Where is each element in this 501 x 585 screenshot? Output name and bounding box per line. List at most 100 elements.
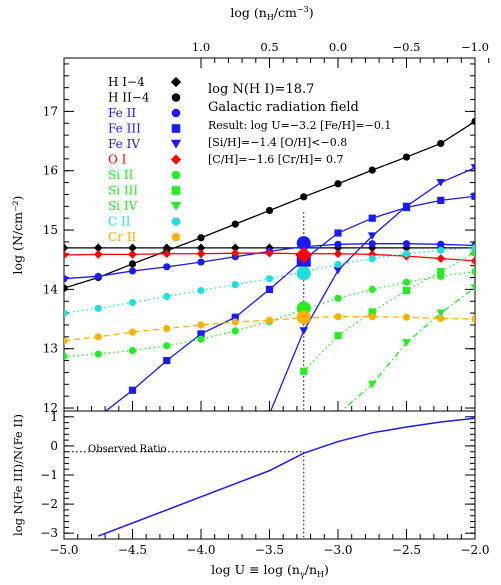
legend-marker-fe-iii <box>171 124 181 133</box>
x-tick-label: −4.0 <box>186 543 215 557</box>
legend-label-h-i-4: H I−4 <box>108 75 145 89</box>
point-fe-ii <box>94 272 102 280</box>
x-tick-label: −5.0 <box>49 543 78 557</box>
point-o-i <box>265 248 274 258</box>
point-cr-ii <box>334 313 342 321</box>
point-o-i <box>333 249 343 259</box>
bottom-panel-x-ticks: −5.0 −4.5 −4.0 −3.5 −3.0 −2.5 −2.0 <box>49 529 490 557</box>
point-c-ii <box>402 250 411 258</box>
point-o-i <box>230 248 240 258</box>
legend-label-cr-ii: Cr II <box>108 230 136 244</box>
point-fe-iv <box>402 202 411 211</box>
point-cr-ii <box>402 313 411 321</box>
point-si-iii <box>334 332 342 340</box>
point-fe-iv <box>436 178 446 187</box>
point-h-i-4 <box>64 243 69 253</box>
legend-marker-h-i-4 <box>170 76 182 88</box>
point-c-ii <box>197 286 205 295</box>
point-si-ii <box>368 285 376 293</box>
point-h-ii-4 <box>197 234 205 242</box>
legend-label-si-iii: Si III <box>108 184 138 198</box>
observed-point-o-i <box>295 246 313 264</box>
model-annotations: log N(H I)=18.7 Galactic radiation field… <box>208 82 391 166</box>
point-h-ii-4 <box>231 220 239 228</box>
point-fe-iii <box>368 214 376 222</box>
density-axis-label: log (nH/cm−3) <box>230 5 313 22</box>
ratio-series-line <box>97 417 475 537</box>
ratio-panel: −5.0 −4.5 −4.0 −3.5 −3.0 −2.5 −2.0 −3 −2 −1 0 1 lo… <box>11 410 490 579</box>
point-h-ii-4 <box>128 260 137 268</box>
bottom-panel-frame <box>63 410 476 540</box>
legend-marker-si-iii <box>171 186 181 195</box>
legend-marker-si-ii <box>171 170 181 180</box>
top-panel-y-ticks: 12 13 14 15 16 17 <box>43 63 475 415</box>
point-h-ii-4 <box>265 206 274 215</box>
point-h-ii-4 <box>334 180 342 188</box>
legend-marker-c-ii <box>171 217 181 226</box>
y-tick-label: 13 <box>43 342 58 356</box>
point-cr-ii <box>64 337 68 345</box>
point-si-ii <box>94 350 102 358</box>
point-c-ii <box>163 292 171 301</box>
point-fe-ii <box>334 240 342 248</box>
point-fe-iii <box>95 413 102 420</box>
point-fe-ii <box>368 240 376 248</box>
point-c-ii <box>94 304 102 312</box>
annotation-c-cr: [C/H]=−1.6 [Cr/H]= 0.7 <box>208 153 344 166</box>
point-c-ii <box>64 309 68 317</box>
bottom-panel-y-label: log N(Fe III)/N(Fe II) <box>11 414 25 536</box>
x-tick-label: −2.5 <box>392 543 421 557</box>
point-si-ii <box>128 346 137 355</box>
point-si-ii <box>471 267 475 276</box>
ratio-tick-label: −3 <box>40 526 58 540</box>
x-tick-label: −2.0 <box>460 543 489 557</box>
point-fe-iv <box>333 266 343 275</box>
series-line-si-ii <box>64 270 475 358</box>
point-o-i <box>64 250 69 260</box>
legend-label-si-ii: Si II <box>108 168 134 182</box>
point-fe-ii <box>402 240 411 248</box>
point-h-i-4 <box>196 243 206 253</box>
series-fe-iii <box>95 192 475 420</box>
point-cr-ii <box>197 321 205 329</box>
point-c-ii <box>128 298 137 307</box>
point-fe-iv <box>367 232 377 240</box>
ratio-tick-label: 1 <box>50 410 58 424</box>
observed-point-fe-ii <box>296 236 311 251</box>
point-c-ii <box>471 244 475 252</box>
density-tick-label: 0.0 <box>329 40 347 54</box>
top-panel-y-label: log (N/cm⁻²) <box>10 196 25 275</box>
density-tick-label: −0.5 <box>393 40 421 54</box>
series-line-fe-iii <box>104 195 475 411</box>
top-panel-series <box>64 117 475 420</box>
point-cr-ii <box>265 316 274 324</box>
point-fe-iii <box>471 192 475 200</box>
point-c-ii <box>334 260 342 269</box>
point-h-ii-4 <box>437 139 445 148</box>
legend-marker-fe-iv <box>170 139 182 149</box>
point-c-ii <box>265 275 274 283</box>
point-si-iv <box>367 380 377 389</box>
density-tick-label: 0.5 <box>260 40 278 54</box>
point-si-ii <box>197 335 205 343</box>
point-fe-iii <box>334 229 342 237</box>
point-si-iv <box>436 309 446 318</box>
point-o-i <box>162 249 172 259</box>
point-fe-ii <box>437 240 445 248</box>
density-tick-label: 1.0 <box>192 40 210 54</box>
point-o-i <box>436 254 446 263</box>
y-tick-label: 14 <box>43 282 59 296</box>
annotation-nhi: log N(H I)=18.7 <box>208 82 314 97</box>
x-tick-label: −4.5 <box>118 543 147 557</box>
point-si-iii <box>402 286 411 295</box>
point-cr-ii <box>437 314 445 323</box>
point-fe-ii <box>197 258 205 266</box>
point-c-ii <box>437 246 445 254</box>
point-h-ii-4 <box>402 153 411 161</box>
observed-points <box>295 236 313 325</box>
series-fe-iv <box>265 164 475 411</box>
point-fe-iii <box>197 330 205 338</box>
point-fe-iii <box>437 196 445 204</box>
point-si-iii <box>368 308 376 316</box>
